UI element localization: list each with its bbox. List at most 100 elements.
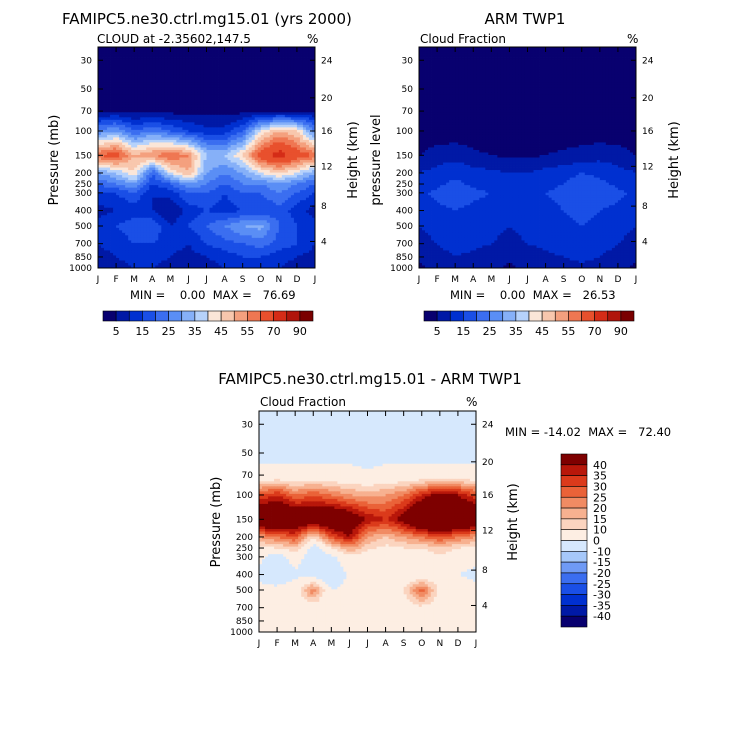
- field-cell: [113, 55, 116, 58]
- field-cell: [282, 70, 285, 73]
- field-cell: [176, 57, 179, 60]
- field-cell: [258, 62, 261, 65]
- field-cell: [200, 95, 203, 98]
- field-cell: [110, 60, 113, 63]
- field-cell: [306, 100, 309, 103]
- field-cell: [107, 107, 110, 110]
- field-cell: [143, 52, 146, 55]
- field-cell: [273, 80, 276, 83]
- field-cell: [282, 110, 285, 113]
- field-cell: [279, 97, 282, 100]
- field-cell: [191, 97, 194, 100]
- field-cell: [237, 67, 240, 70]
- field-cell: [110, 110, 113, 113]
- field-cell: [276, 52, 279, 55]
- field-cell: [207, 72, 210, 75]
- field-cell: [303, 67, 306, 70]
- field-cell: [170, 105, 173, 108]
- field-cell: [261, 75, 264, 78]
- field-cell: [107, 57, 110, 60]
- field-cell: [219, 65, 222, 68]
- field-cell: [134, 57, 137, 60]
- field-cell: [270, 82, 273, 85]
- field-cell: [276, 105, 279, 108]
- field-cell: [101, 90, 104, 93]
- field-cell: [291, 110, 294, 113]
- field-cell: [252, 65, 255, 68]
- field-cell: [191, 55, 194, 58]
- field-cell: [228, 60, 231, 63]
- field-cell: [185, 67, 188, 70]
- field-cell: [122, 82, 125, 85]
- field-cell: [188, 67, 191, 70]
- field-cell: [246, 65, 249, 68]
- field-cell: [261, 105, 264, 108]
- field-cell: [285, 105, 288, 108]
- field-cell: [179, 105, 182, 108]
- field-cell: [176, 70, 179, 73]
- field-cell: [161, 105, 164, 108]
- field-cell: [116, 117, 119, 120]
- field-cell: [240, 115, 243, 118]
- field-cell: [258, 117, 261, 120]
- field-cell: [252, 107, 255, 110]
- field-cell: [185, 55, 188, 58]
- field-cell: [137, 82, 140, 85]
- field-cell: [228, 117, 231, 120]
- field-cell: [279, 107, 282, 110]
- field-cell: [197, 77, 200, 80]
- field-cell: [246, 55, 249, 58]
- field-cell: [282, 67, 285, 70]
- field-cell: [258, 92, 261, 95]
- field-cell: [110, 50, 113, 53]
- field-cell: [279, 62, 282, 65]
- field-cell: [203, 110, 206, 113]
- field-cell: [119, 82, 122, 85]
- field-cell: [194, 102, 197, 105]
- field-cell: [203, 75, 206, 78]
- field-cell: [216, 95, 219, 98]
- field-cell: [285, 50, 288, 53]
- field-cell: [107, 77, 110, 80]
- field-cell: [306, 115, 309, 118]
- field-cell: [207, 65, 210, 68]
- field-cell: [110, 115, 113, 118]
- field-cell: [197, 80, 200, 83]
- field-cell: [137, 117, 140, 120]
- field-cell: [273, 57, 276, 60]
- field-cell: [270, 97, 273, 100]
- field-cell: [264, 60, 267, 63]
- field-cell: [107, 55, 110, 58]
- field-cell: [176, 102, 179, 105]
- field-cell: [179, 85, 182, 88]
- field-cell: [288, 55, 291, 58]
- field-cell: [200, 115, 203, 118]
- field-cell: [276, 57, 279, 60]
- field-cell: [291, 115, 294, 118]
- field-cell: [101, 57, 104, 60]
- field-cell: [137, 65, 140, 68]
- field-cell: [98, 72, 101, 75]
- field-cell: [279, 100, 282, 103]
- field-cell: [207, 105, 210, 108]
- field-cell: [197, 55, 200, 58]
- field-cell: [113, 110, 116, 113]
- field-cell: [140, 112, 143, 115]
- field-cell: [249, 52, 252, 55]
- field-cell: [288, 95, 291, 98]
- field-cell: [270, 85, 273, 88]
- field-cell: [137, 97, 140, 100]
- field-cell: [267, 82, 270, 85]
- field-cell: [282, 75, 285, 78]
- field-cell: [98, 105, 101, 108]
- field-cell: [270, 62, 273, 65]
- field-cell: [173, 105, 176, 108]
- field-cell: [119, 87, 122, 90]
- field-cell: [110, 62, 113, 65]
- field-cell: [207, 97, 210, 100]
- field-cell: [188, 100, 191, 103]
- field-cell: [267, 112, 270, 115]
- field-cell: [176, 90, 179, 93]
- field-cell: [143, 67, 146, 70]
- field-cell: [306, 72, 309, 75]
